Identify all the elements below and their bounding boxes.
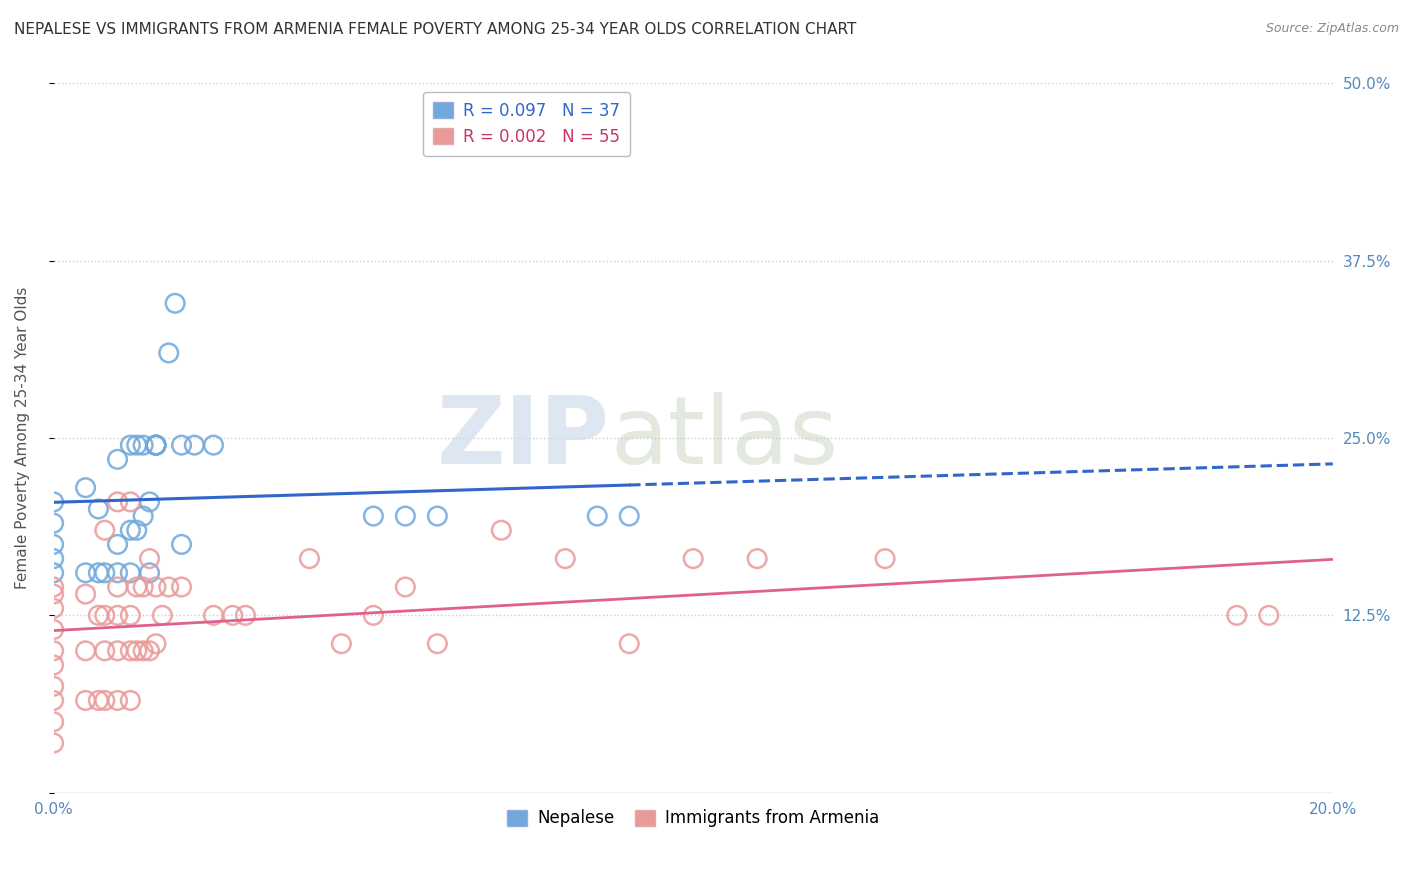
Point (145, 438, 167, 452)
Point (42, 644, 65, 658)
Point (1257, 608, 1279, 623)
Point (42, 658, 65, 673)
Point (42, 495, 65, 509)
Point (235, 608, 257, 623)
Point (125, 644, 148, 658)
Point (75, 644, 97, 658)
Point (87, 566, 110, 580)
Point (42, 580, 65, 594)
Legend: Nepalese, Immigrants from Armenia: Nepalese, Immigrants from Armenia (501, 803, 886, 834)
Point (138, 495, 160, 509)
Point (145, 438, 167, 452)
Point (120, 495, 142, 509)
Point (132, 509, 155, 524)
Point (87, 608, 110, 623)
Point (170, 537, 193, 551)
Y-axis label: Female Poverty Among 25-34 Year Olds: Female Poverty Among 25-34 Year Olds (15, 287, 30, 590)
Point (394, 580, 416, 594)
Point (170, 580, 193, 594)
Point (150, 608, 173, 623)
Point (42, 601, 65, 615)
Point (747, 551, 769, 566)
Point (125, 438, 148, 452)
Point (42, 736, 65, 750)
Point (138, 551, 160, 566)
Point (157, 580, 180, 594)
Point (165, 296, 187, 310)
Point (170, 438, 193, 452)
Point (107, 537, 129, 551)
Point (426, 637, 449, 651)
Text: NEPALESE VS IMMIGRANTS FROM ARMENIA FEMALE POVERTY AMONG 25-34 YEAR OLDS CORRELA: NEPALESE VS IMMIGRANTS FROM ARMENIA FEMA… (14, 22, 856, 37)
Point (107, 495, 129, 509)
Point (125, 580, 148, 594)
Point (619, 637, 641, 651)
Point (42, 679, 65, 693)
Point (42, 551, 65, 566)
Point (42, 623, 65, 637)
Point (145, 580, 167, 594)
Point (125, 523, 148, 537)
Point (363, 608, 385, 623)
Point (42, 566, 65, 580)
Point (682, 551, 704, 566)
Point (873, 551, 896, 566)
Point (120, 693, 142, 707)
Point (157, 346, 180, 360)
Point (107, 452, 129, 467)
Point (120, 608, 142, 623)
Point (94, 644, 117, 658)
Point (363, 509, 385, 524)
Point (107, 644, 129, 658)
Point (145, 438, 167, 452)
Point (132, 644, 155, 658)
Text: Source: ZipAtlas.com: Source: ZipAtlas.com (1265, 22, 1399, 36)
Point (107, 566, 129, 580)
Point (132, 438, 155, 452)
Point (619, 509, 641, 524)
Point (138, 566, 160, 580)
Point (222, 608, 245, 623)
Point (75, 566, 97, 580)
Point (298, 551, 321, 566)
Point (132, 580, 155, 594)
Point (75, 481, 97, 495)
Point (94, 608, 117, 623)
Text: ZIP: ZIP (437, 392, 610, 484)
Point (94, 693, 117, 707)
Point (120, 438, 142, 452)
Point (42, 587, 65, 601)
Point (42, 714, 65, 729)
Point (394, 509, 416, 524)
Point (94, 523, 117, 537)
Point (42, 537, 65, 551)
Point (554, 551, 576, 566)
Point (145, 438, 167, 452)
Point (107, 580, 129, 594)
Point (491, 523, 513, 537)
Point (202, 608, 225, 623)
Point (87, 693, 110, 707)
Point (94, 566, 117, 580)
Point (42, 516, 65, 530)
Point (75, 587, 97, 601)
Point (183, 438, 205, 452)
Point (586, 509, 609, 524)
Point (120, 644, 142, 658)
Point (42, 693, 65, 707)
Text: atlas: atlas (610, 392, 838, 484)
Point (75, 693, 97, 707)
Point (138, 644, 160, 658)
Point (1226, 608, 1249, 623)
Point (120, 523, 142, 537)
Point (145, 637, 167, 651)
Point (107, 608, 129, 623)
Point (426, 509, 449, 524)
Point (107, 693, 129, 707)
Point (202, 438, 225, 452)
Point (330, 637, 353, 651)
Point (87, 502, 110, 516)
Point (120, 566, 142, 580)
